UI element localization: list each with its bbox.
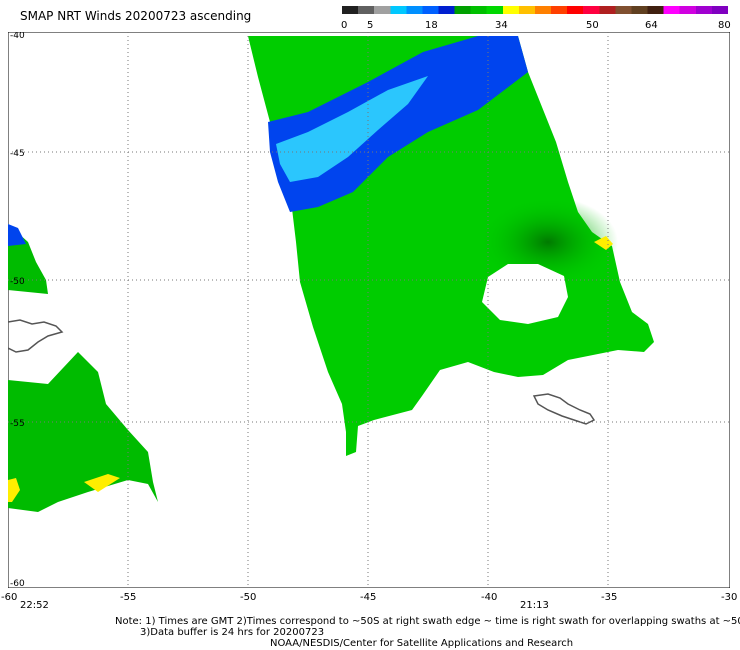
note-line-2: 3)Data buffer is 24 hrs for 20200723 [140,627,325,638]
wind-high-patch-left [84,474,120,492]
map-title: SMAP NRT Winds 20200723 ascending [20,9,252,23]
wind-high-patch-left-2 [8,478,20,502]
wind-band-blue [268,36,528,212]
y-tick-label: -40 [10,32,25,41]
x-tick-label: -30 [721,592,738,603]
x-tick-label: -55 [120,592,137,603]
swath-time-right: 21:13 [520,600,549,611]
y-tick-label: -50 [10,277,25,287]
wind-speed-colorbar [342,6,728,14]
wind-band-blue-left [8,224,26,246]
x-tick-label: -50 [240,592,257,603]
wind-high-patch [594,236,613,250]
note-line-3: NOAA/NESDIS/Center for Satellite Applica… [270,638,574,649]
colorbar-label-18: 18 [425,20,438,31]
x-tick-label: -35 [601,592,618,603]
wind-band-cyan [276,76,428,182]
x-tick-label: -45 [360,592,377,603]
wind-swath-left [8,352,158,512]
coastline-left [8,319,64,353]
x-tick-label: -60 [1,592,18,603]
swath-time-left: 22:52 [20,600,49,611]
coastline-falklands [532,393,596,425]
colorbar-label-80: 80 [718,20,731,31]
y-tick-label: -55 [10,419,25,429]
colorbar-label-5: 5 [367,20,374,31]
colorbar-label-34: 34 [495,20,508,31]
colorbar-label-50: 50 [586,20,599,31]
no-data-hole [482,264,568,324]
note-line-1: Note: 1) Times are GMT 2)Times correspon… [115,616,740,627]
x-tick-label: -40 [481,592,498,603]
wind-map: -40 -45 -50 -55 -60 [8,32,730,588]
y-tick-label: -60 [10,579,25,588]
colorbar-label-64: 64 [645,20,658,31]
grid-lines [8,32,730,588]
colorbar-label-0: 0 [341,20,348,31]
y-tick-label: -45 [10,149,25,159]
